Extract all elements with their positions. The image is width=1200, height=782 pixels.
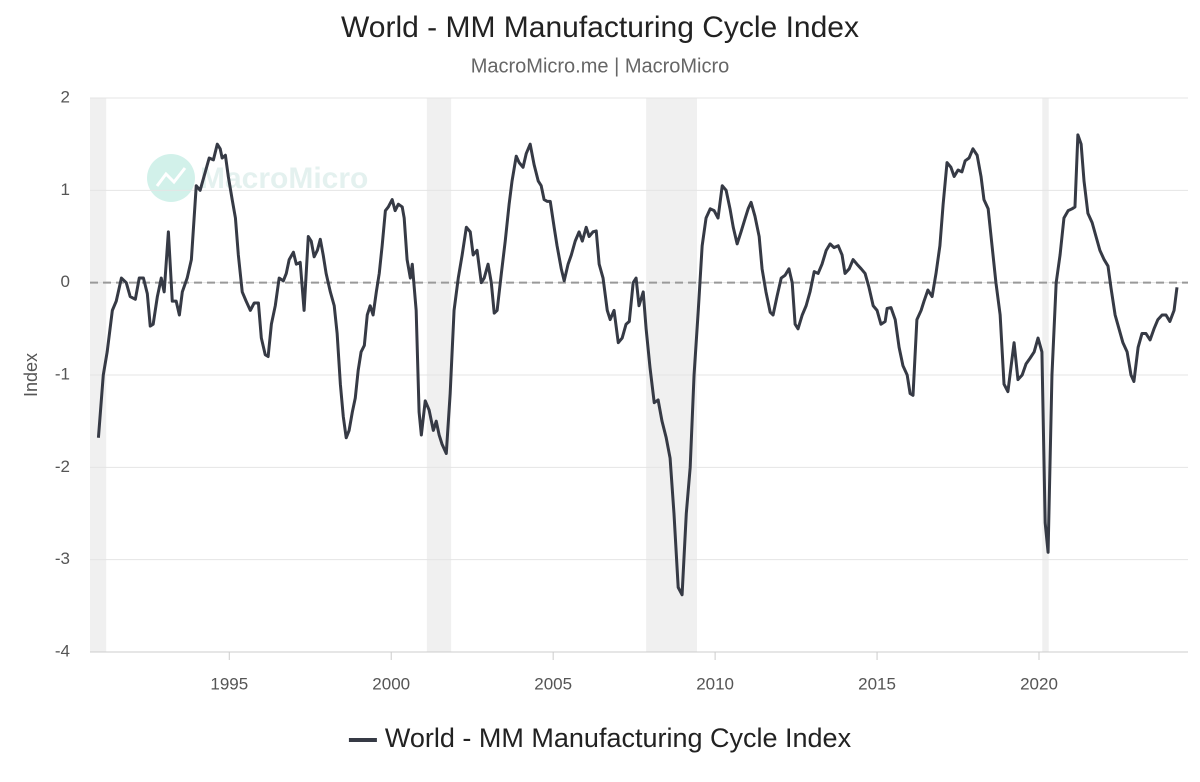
data-line bbox=[96, 133, 1179, 597]
x-tick-label: 1995 bbox=[210, 674, 248, 693]
chart-subtitle: MacroMicro.me | MacroMicro bbox=[471, 55, 730, 77]
x-tick-label: 2015 bbox=[858, 674, 896, 693]
y-axis-label: Index bbox=[21, 353, 41, 397]
x-tick-label: 2010 bbox=[696, 674, 734, 693]
x-tick-label: 2000 bbox=[372, 674, 410, 693]
watermark: MacroMicro bbox=[147, 154, 368, 202]
legend-item: World - MM Manufacturing Cycle Index bbox=[348, 723, 852, 753]
y-tick-label: -2 bbox=[55, 457, 70, 476]
x-tick-label: 2005 bbox=[534, 674, 572, 693]
y-tick-label: -4 bbox=[55, 641, 70, 660]
y-tick-label: 0 bbox=[61, 272, 70, 291]
legend-label: World - MM Manufacturing Cycle Index bbox=[385, 723, 852, 753]
y-tick-label: 2 bbox=[61, 87, 70, 106]
y-tick-label: 1 bbox=[61, 180, 70, 199]
chart-title: World - MM Manufacturing Cycle Index bbox=[341, 11, 859, 44]
y-tick-label: -1 bbox=[55, 364, 70, 383]
y-tick-label: -3 bbox=[55, 549, 70, 568]
watermark-icon-line bbox=[155, 167, 187, 187]
x-tick-label: 2020 bbox=[1020, 674, 1058, 693]
